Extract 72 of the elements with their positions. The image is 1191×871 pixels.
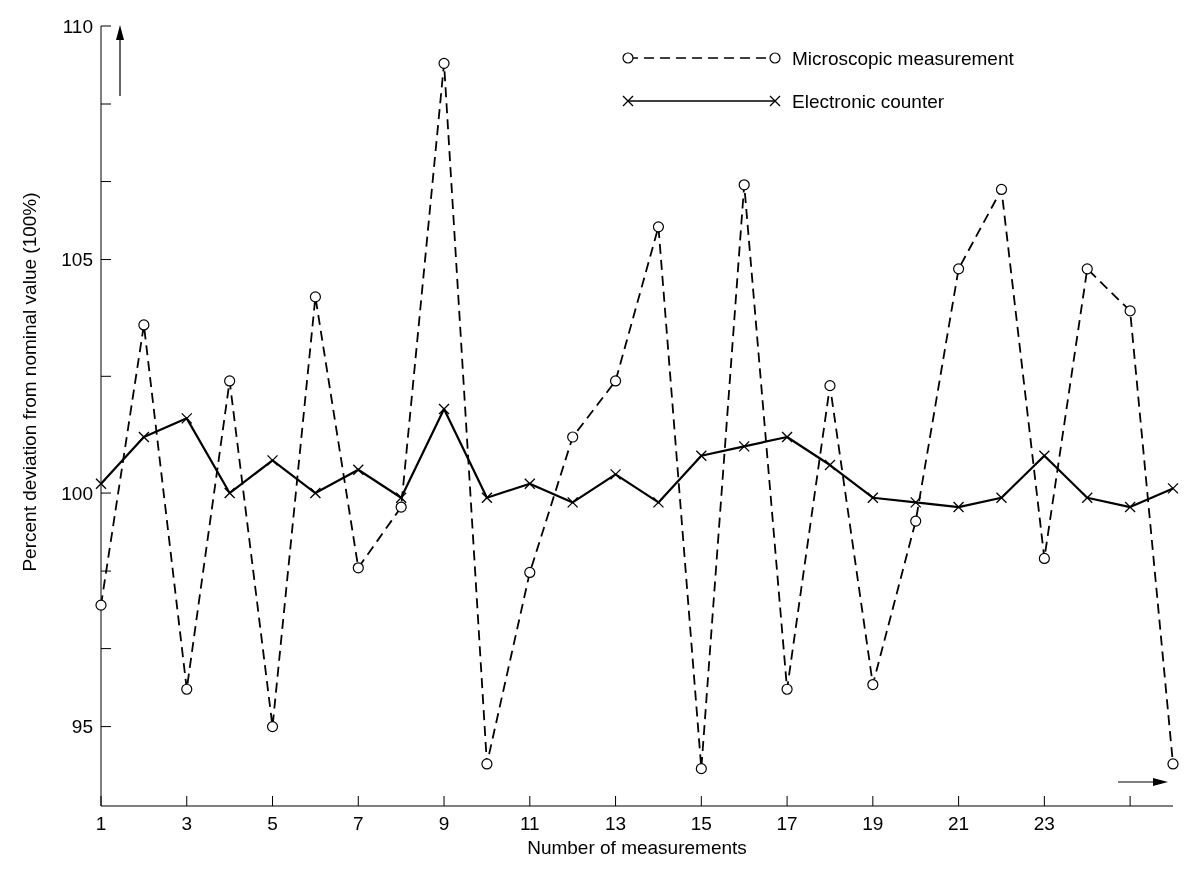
x-tick-label: 19 [862,813,884,834]
point [995,183,1008,196]
point [567,496,579,509]
point [438,57,450,69]
point [695,450,707,462]
point [352,464,364,476]
x-tick-label: 23 [1033,813,1055,834]
point [266,454,279,467]
x-axis-title: Number of measurements [527,837,747,858]
point [395,501,407,513]
point [824,459,836,471]
point [1167,482,1179,495]
x-tick-label: 7 [352,813,364,834]
point [309,487,322,499]
x-tick-label: 17 [776,813,798,834]
x-tick-label: 1 [95,813,107,834]
point [95,599,107,611]
point [524,478,536,490]
point [1124,501,1136,513]
point [181,683,193,695]
point [224,375,236,387]
point [1038,450,1051,462]
point [781,431,793,443]
point [1081,492,1093,504]
point [738,440,750,453]
point [1038,552,1050,565]
point [567,431,579,443]
x-tick-label: 13 [604,813,627,834]
point [395,492,407,504]
point [781,683,793,695]
point [910,515,922,527]
x-tick-label: 21 [948,813,970,834]
point [910,496,922,509]
point [481,492,493,504]
point [609,375,622,387]
y-tick-label: 95 [71,716,93,738]
point [952,501,965,513]
x-tick-label: 11 [519,813,540,834]
point [1081,263,1093,275]
y-tick-label: 110 [62,15,93,37]
point [138,431,150,443]
legend-label: Electronic counter [792,90,945,112]
point [652,496,665,509]
point [1167,758,1179,770]
point [481,758,493,770]
x-tick-label: 9 [438,813,450,834]
point [309,291,321,303]
legend-label: Microscopic measurement [792,47,1015,69]
point [609,468,622,481]
point [181,412,193,424]
x-tick-label: 5 [267,813,278,834]
point [138,319,150,331]
point [266,721,279,733]
y-tick-label: 100 [61,482,93,504]
point [695,763,707,775]
point [738,179,750,191]
point [438,403,450,415]
point [824,380,836,392]
point [223,487,236,499]
point [867,678,879,691]
x-tick-label: 3 [181,813,193,834]
y-axis-title: Percent deviation from nominal value (100%) [19,192,40,572]
y-tick-label: 105 [61,249,93,271]
x-tick-label: 15 [690,813,712,834]
point [953,263,965,275]
point [1124,305,1136,317]
point [352,562,364,574]
point [524,566,536,579]
point [652,221,665,233]
point [995,492,1008,504]
point [867,492,879,504]
point [95,478,107,490]
